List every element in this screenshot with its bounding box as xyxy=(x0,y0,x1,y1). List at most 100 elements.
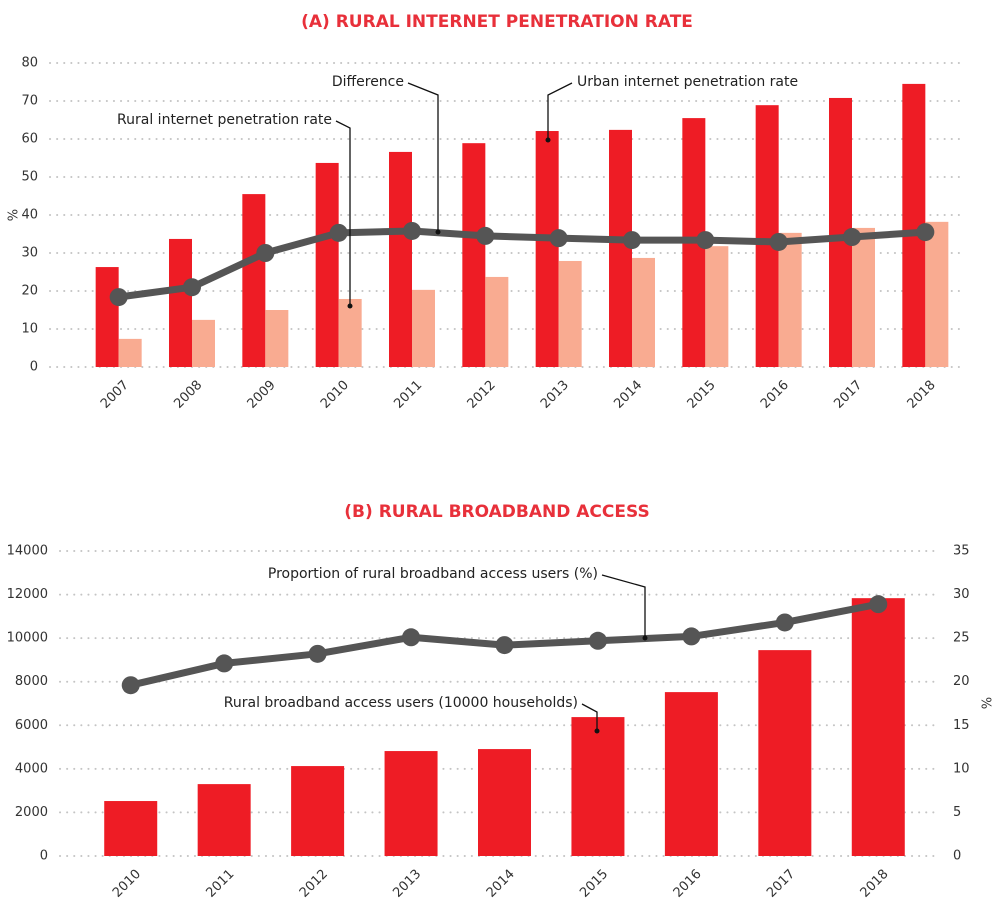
y2-axis-label: % xyxy=(978,697,993,709)
point xyxy=(588,631,607,650)
point xyxy=(308,644,327,663)
leader-line xyxy=(581,703,598,731)
point xyxy=(183,278,201,297)
point xyxy=(215,654,234,673)
bar xyxy=(925,221,949,367)
point xyxy=(549,229,568,248)
bar xyxy=(755,105,779,368)
bar xyxy=(389,151,412,367)
y-tick-label: 80 xyxy=(21,56,38,71)
y-tick-label: 0 xyxy=(40,849,48,864)
leader-dot xyxy=(347,303,353,309)
bar xyxy=(104,801,158,856)
point xyxy=(843,228,861,247)
x-tick-label: 2018 xyxy=(858,867,892,900)
annotation: Difference xyxy=(332,74,404,90)
x-tick-label: 2015 xyxy=(685,378,719,412)
point xyxy=(121,676,140,695)
bar xyxy=(462,143,486,367)
point xyxy=(682,627,701,646)
x-tick-label: 2011 xyxy=(391,378,425,412)
x-tick-label: 2009 xyxy=(245,378,279,412)
y-tick-label: 60 xyxy=(21,132,38,147)
bar xyxy=(664,692,718,856)
bar xyxy=(609,129,632,367)
y-tick-label: 30 xyxy=(21,246,38,261)
bar xyxy=(485,276,509,367)
x-tick-label: 2016 xyxy=(671,867,705,900)
x-tick-label: 2012 xyxy=(297,867,331,900)
y-tick-label: 20 xyxy=(21,284,38,299)
y2-tick-label: 10 xyxy=(953,761,970,776)
y-tick-label: 10000 xyxy=(7,631,48,646)
y2-tick-label: 15 xyxy=(953,718,970,733)
bar xyxy=(95,267,119,367)
bar xyxy=(632,257,655,367)
leader-dot xyxy=(435,229,441,235)
y2-tick-label: 30 xyxy=(953,587,970,602)
point xyxy=(696,231,715,250)
x-tick-label: 2010 xyxy=(318,378,352,412)
x-tick-label: 2018 xyxy=(905,378,939,412)
bar xyxy=(571,717,625,856)
y-tick-label: 40 xyxy=(21,208,38,223)
chart-title: (A) RURAL INTERNET PENETRATION RATE xyxy=(301,12,693,32)
y-tick-label: 4000 xyxy=(15,761,48,776)
y-tick-label: 10 xyxy=(21,322,38,337)
annotation: Rural broadband access users (10000 hous… xyxy=(224,695,578,711)
y-tick-label: 14000 xyxy=(7,544,48,559)
x-tick-label: 2014 xyxy=(611,378,645,412)
bar xyxy=(291,766,345,856)
x-tick-label: 2007 xyxy=(98,378,132,412)
leader-dot xyxy=(594,728,600,734)
annotation: Rural internet penetration rate xyxy=(117,112,332,128)
y-tick-label: 12000 xyxy=(7,587,48,602)
x-tick-label: 2013 xyxy=(538,378,572,412)
leader-line xyxy=(547,82,573,140)
bar xyxy=(852,227,875,367)
leader-line xyxy=(335,120,351,306)
x-tick-label: 2011 xyxy=(203,867,237,900)
point xyxy=(256,244,275,262)
point xyxy=(775,613,794,632)
x-tick-label: 2013 xyxy=(390,867,424,900)
bar xyxy=(829,97,852,368)
bar xyxy=(384,751,438,856)
y-tick-label: 6000 xyxy=(15,718,48,733)
y-axis-label: % xyxy=(7,209,22,221)
point xyxy=(623,231,641,250)
x-tick-label: 2014 xyxy=(484,867,518,900)
bar xyxy=(338,298,362,367)
y-tick-label: 70 xyxy=(21,94,38,109)
point xyxy=(403,221,421,240)
y-tick-label: 0 xyxy=(30,360,38,375)
x-tick-label: 2008 xyxy=(171,378,205,412)
point xyxy=(869,595,888,614)
y2-tick-label: 35 xyxy=(953,544,970,559)
y-tick-label: 2000 xyxy=(15,805,48,820)
y2-tick-label: 0 xyxy=(953,849,961,864)
point xyxy=(495,636,514,655)
bar xyxy=(242,194,266,367)
bar xyxy=(535,131,559,367)
bar xyxy=(265,310,289,367)
chart-title: (B) RURAL BROADBAND ACCESS xyxy=(344,502,649,522)
bar xyxy=(478,749,531,856)
leader-dot xyxy=(642,635,648,641)
y-tick-label: 50 xyxy=(21,170,38,185)
line xyxy=(118,227,926,301)
x-tick-label: 2016 xyxy=(758,378,792,412)
annotation: Urban internet penetration rate xyxy=(577,74,798,90)
leader-line xyxy=(601,574,646,638)
leader-dot xyxy=(545,137,551,143)
point xyxy=(916,223,935,242)
bar xyxy=(778,232,802,367)
y2-tick-label: 5 xyxy=(953,805,961,820)
x-tick-label: 2017 xyxy=(764,867,798,900)
x-tick-label: 2012 xyxy=(465,378,499,412)
bar xyxy=(758,650,812,856)
bar xyxy=(197,784,251,856)
y-tick-label: 8000 xyxy=(15,674,48,689)
bar xyxy=(902,83,926,368)
